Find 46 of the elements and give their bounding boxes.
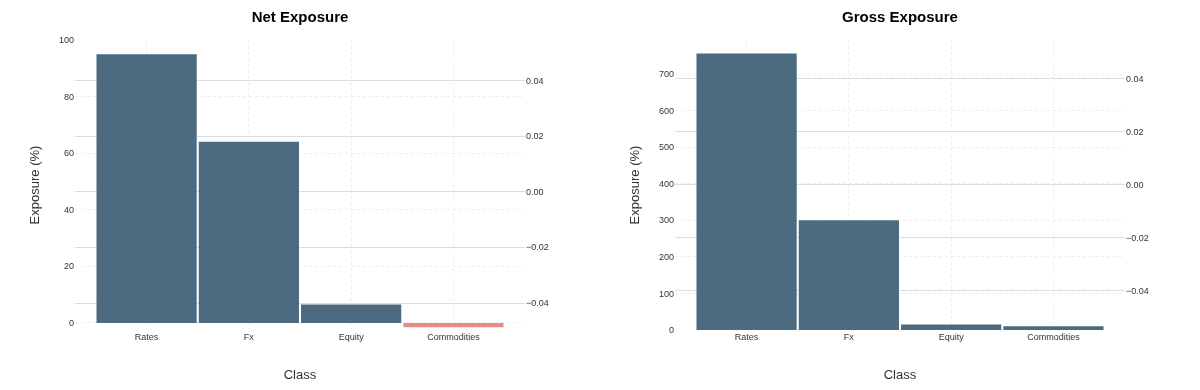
- x-tick-label: Fx: [843, 332, 855, 342]
- x-axis-title: Class: [883, 367, 917, 382]
- x-tick-label: Commodities: [427, 332, 481, 342]
- chart-title: Net Exposure: [251, 8, 349, 26]
- x-axis-title: Class: [283, 367, 317, 382]
- y-axis-title: Exposure (%): [27, 145, 42, 225]
- x-tick-label: Commodities: [1027, 332, 1081, 342]
- bar: [1003, 326, 1104, 330]
- y2-tick-label: 0.04: [526, 75, 544, 86]
- y-tick-label: 0: [68, 318, 74, 329]
- x-tick-label: Rates: [734, 332, 759, 342]
- y-tick-label: 300: [658, 215, 674, 226]
- y2-tick-label: 0.00: [526, 186, 544, 197]
- y2-tick-label: 0.02: [526, 131, 544, 142]
- y-tick-label: 40: [63, 204, 74, 215]
- y-tick-label: 600: [658, 105, 674, 116]
- chart-title: Gross Exposure: [842, 8, 958, 26]
- y-tick-label: 20: [63, 261, 74, 272]
- y2-tick-label: −0.02: [526, 242, 549, 253]
- bar: [696, 53, 797, 330]
- bar: [403, 322, 504, 328]
- y-axis-title: Exposure (%): [627, 145, 642, 225]
- bar: [301, 304, 402, 323]
- y-tick-label: 700: [658, 69, 674, 80]
- y-tick-label: 100: [58, 35, 74, 46]
- y-tick-label: 0: [668, 325, 674, 336]
- y2-tick-label: 0.00: [1126, 179, 1144, 190]
- y-tick-label: 200: [658, 252, 674, 263]
- y-tick-label: 500: [658, 142, 674, 153]
- y2-tick-label: −0.02: [1126, 232, 1149, 243]
- x-tick-label: Fx: [243, 332, 255, 342]
- y2-tick-label: 0.02: [1126, 126, 1144, 137]
- bar: [798, 220, 899, 330]
- bar: [96, 54, 197, 323]
- y2-tick-label: 0.04: [1126, 73, 1144, 84]
- x-tick-label: Equity: [938, 332, 965, 342]
- x-tick-label: Equity: [338, 332, 365, 342]
- y-tick-label: 80: [63, 91, 74, 102]
- y-tick-label: 100: [658, 288, 674, 299]
- bar: [901, 324, 1002, 330]
- y2-tick-label: −0.04: [526, 298, 549, 309]
- bar: [198, 141, 299, 323]
- y-tick-label: 400: [658, 178, 674, 189]
- x-tick-label: Rates: [134, 332, 159, 342]
- y2-tick-label: −0.04: [1126, 285, 1149, 296]
- y-tick-label: 60: [63, 148, 74, 159]
